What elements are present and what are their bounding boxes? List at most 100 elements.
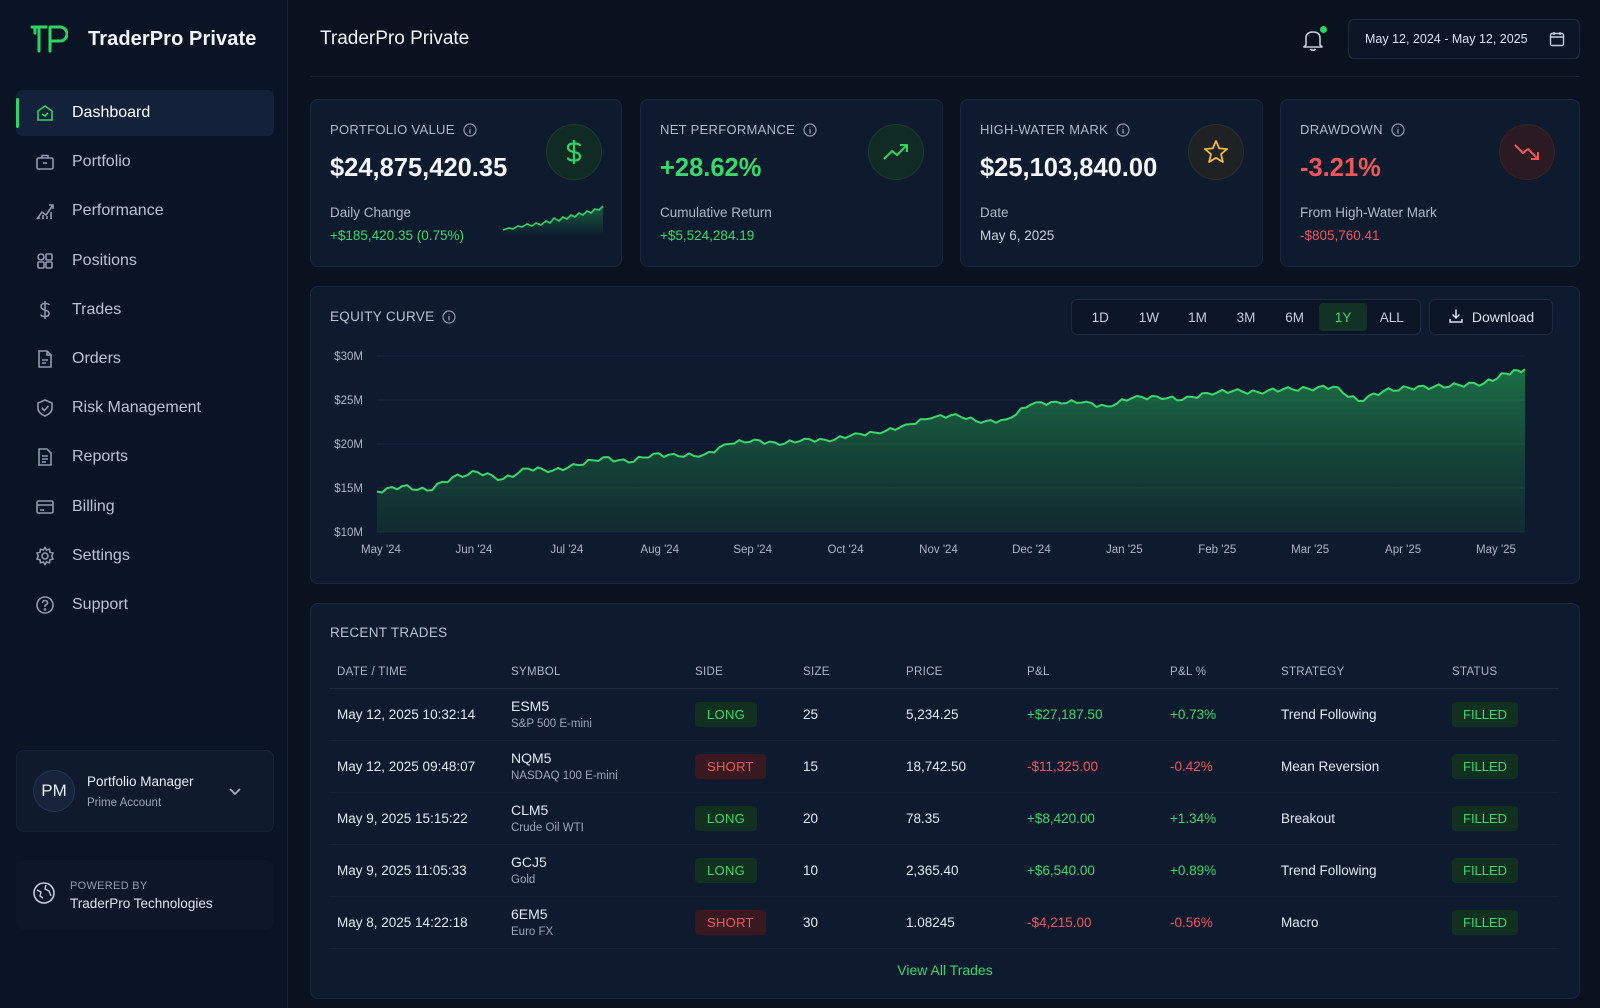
table-row[interactable]: May 12, 2025 10:32:14 ESM5 S&P 500 E-mini… xyxy=(329,688,1559,741)
table-row[interactable]: May 8, 2025 14:22:18 6EM5 Euro FX SHORT 3… xyxy=(329,896,1559,949)
range-button-1y[interactable]: 1Y xyxy=(1318,303,1368,331)
kpi-sub-value: May 6, 2025 xyxy=(980,228,1055,243)
sidebar-item-risk-management[interactable]: Risk Management xyxy=(16,385,274,431)
sidebar-item-positions[interactable]: Positions xyxy=(16,238,274,284)
sidebar-item-portfolio[interactable]: Portfolio xyxy=(16,139,274,185)
column-header[interactable]: STATUS xyxy=(1444,656,1559,689)
sidebar-item-reports[interactable]: Reports xyxy=(16,434,274,480)
status-badge: FILLED xyxy=(1452,805,1519,831)
sidebar-item-performance[interactable]: Performance xyxy=(16,188,274,234)
kpi-value: $25,103,840.00 xyxy=(980,154,1158,182)
info-icon[interactable] xyxy=(803,122,817,137)
column-header[interactable]: SIZE xyxy=(795,656,898,689)
sidebar-item-settings[interactable]: Settings xyxy=(16,533,274,579)
equity-curve-card: EQUITY CURVE 1D 1W 1M 3M 6M 1Y ALL Downl… xyxy=(310,286,1580,584)
sidebar-item-support[interactable]: Support xyxy=(16,582,274,628)
info-icon[interactable] xyxy=(1391,122,1405,137)
globe-icon xyxy=(32,881,56,910)
trade-symbol: CLM5 Crude Oil WTI xyxy=(503,792,687,845)
performance-icon xyxy=(34,200,56,222)
traderpro-logo-icon xyxy=(30,25,68,53)
view-all-trades-link[interactable]: View All Trades xyxy=(897,962,993,978)
notification-dot xyxy=(1320,26,1327,33)
gear-icon xyxy=(34,545,56,567)
user-name: Portfolio Manager xyxy=(87,773,194,789)
table-row[interactable]: May 9, 2025 11:05:33 GCJ5 Gold LONG 10 2,… xyxy=(329,844,1559,897)
equity-area xyxy=(377,369,1525,532)
report-icon xyxy=(34,446,56,468)
kpi-card-drawdown: DRAWDOWN -3.21% From High-Water Mark -$8… xyxy=(1280,99,1580,267)
column-header[interactable]: P&L % xyxy=(1162,656,1273,689)
range-button-6m[interactable]: 6M xyxy=(1285,309,1304,325)
trade-size: 25 xyxy=(795,688,898,741)
range-button-1m[interactable]: 1M xyxy=(1188,309,1207,325)
column-header[interactable]: PRICE xyxy=(898,656,1019,689)
side-badge: SHORT xyxy=(695,753,766,779)
kpi-card-portfolio-value: PORTFOLIO VALUE $24,875,420.35 Daily Cha… xyxy=(310,99,622,267)
trade-datetime: May 9, 2025 15:15:22 xyxy=(329,792,503,845)
kpi-sub-value: +$5,524,284.19 xyxy=(660,228,755,243)
range-button-1w[interactable]: 1W xyxy=(1138,309,1159,325)
user-menu[interactable]: PM Portfolio Manager Prime Account xyxy=(16,750,274,832)
page-title: TraderPro Private xyxy=(320,28,470,49)
powered-by: POWERED BY TraderPro Technologies xyxy=(16,860,274,930)
trade-datetime: May 12, 2025 09:48:07 xyxy=(329,740,503,793)
download-button[interactable]: Download xyxy=(1429,299,1553,335)
sidebar-item-trades[interactable]: Trades xyxy=(16,287,274,333)
trade-pnl: +$27,187.50 xyxy=(1019,688,1162,741)
trade-side: LONG xyxy=(687,844,795,897)
brand[interactable]: TraderPro Private xyxy=(30,24,256,54)
kpi-label: NET PERFORMANCE xyxy=(660,122,795,137)
briefcase-icon xyxy=(34,151,56,173)
trade-price: 78.35 xyxy=(898,792,1019,845)
equity-line xyxy=(376,368,1526,494)
card-icon xyxy=(34,496,56,518)
range-button-1d[interactable]: 1D xyxy=(1091,309,1109,325)
equity-chart[interactable]: $30M $25M $20M $15M $10M May '24 Jun '24 Jul '2… xyxy=(311,287,1581,585)
sidebar-item-dashboard[interactable]: Dashboard xyxy=(16,90,274,136)
star-icon xyxy=(1188,124,1244,180)
column-header[interactable]: SIDE xyxy=(687,656,795,689)
kpi-label: PORTFOLIO VALUE xyxy=(330,122,455,137)
x-tick-label: Apr '25 xyxy=(1385,544,1421,556)
table-row[interactable]: May 9, 2025 15:15:22 CLM5 Crude Oil WTI L… xyxy=(329,792,1559,845)
dollar-icon xyxy=(34,299,56,321)
range-button-3m[interactable]: 3M xyxy=(1236,309,1256,325)
column-header[interactable]: P&L xyxy=(1019,656,1162,689)
trade-price: 1.08245 xyxy=(898,896,1019,949)
trade-pnl: +$8,420.00 xyxy=(1019,792,1162,845)
sidebar-item-orders[interactable]: Orders xyxy=(16,336,274,382)
info-icon[interactable] xyxy=(463,122,477,137)
trade-strategy: Macro xyxy=(1273,896,1444,949)
x-tick-label: Jul '24 xyxy=(550,544,583,556)
column-header[interactable]: SYMBOL xyxy=(503,656,687,689)
column-header[interactable]: STRATEGY xyxy=(1273,656,1444,689)
trade-size: 10 xyxy=(795,844,898,897)
symbol-description: NASDAQ 100 E-mini xyxy=(511,770,618,782)
trade-symbol: ESM5 S&P 500 E-mini xyxy=(503,688,687,741)
sidebar-item-billing[interactable]: Billing xyxy=(16,484,274,530)
trade-datetime: May 12, 2025 10:32:14 xyxy=(329,688,503,741)
trade-pnl: +$6,540.00 xyxy=(1019,844,1162,897)
column-header[interactable]: DATE / TIME xyxy=(329,656,503,689)
sidebar-item-label: Dashboard xyxy=(72,104,151,121)
chevron-down-icon[interactable] xyxy=(229,783,241,801)
trade-side: SHORT xyxy=(687,896,795,949)
trade-size: 20 xyxy=(795,792,898,845)
bell-icon[interactable] xyxy=(1302,28,1324,52)
trade-datetime: May 8, 2025 14:22:18 xyxy=(329,896,503,949)
powered-label: POWERED BY xyxy=(70,879,148,892)
y-tick-label: $20M xyxy=(334,439,363,451)
x-tick-label: Dec '24 xyxy=(1012,544,1051,556)
trades-table: DATE / TIME SYMBOL SIDE SIZE PRICE P&L P… xyxy=(329,656,1559,949)
y-tick-label: $10M xyxy=(334,527,363,539)
symbol-description: Crude Oil WTI xyxy=(511,822,584,834)
info-icon[interactable] xyxy=(1116,122,1130,137)
range-button-all[interactable]: ALL xyxy=(1379,309,1404,325)
table-row[interactable]: May 12, 2025 09:48:07 NQM5 NASDAQ 100 E-m… xyxy=(329,740,1559,793)
x-tick-label: Nov '24 xyxy=(919,544,958,556)
sidebar-nav: Dashboard Portfolio Performance Position… xyxy=(16,90,274,631)
info-icon[interactable] xyxy=(442,309,456,324)
trade-status: FILLED xyxy=(1444,844,1559,897)
date-range-picker[interactable]: May 12, 2024 - May 12, 2025 xyxy=(1348,19,1580,59)
